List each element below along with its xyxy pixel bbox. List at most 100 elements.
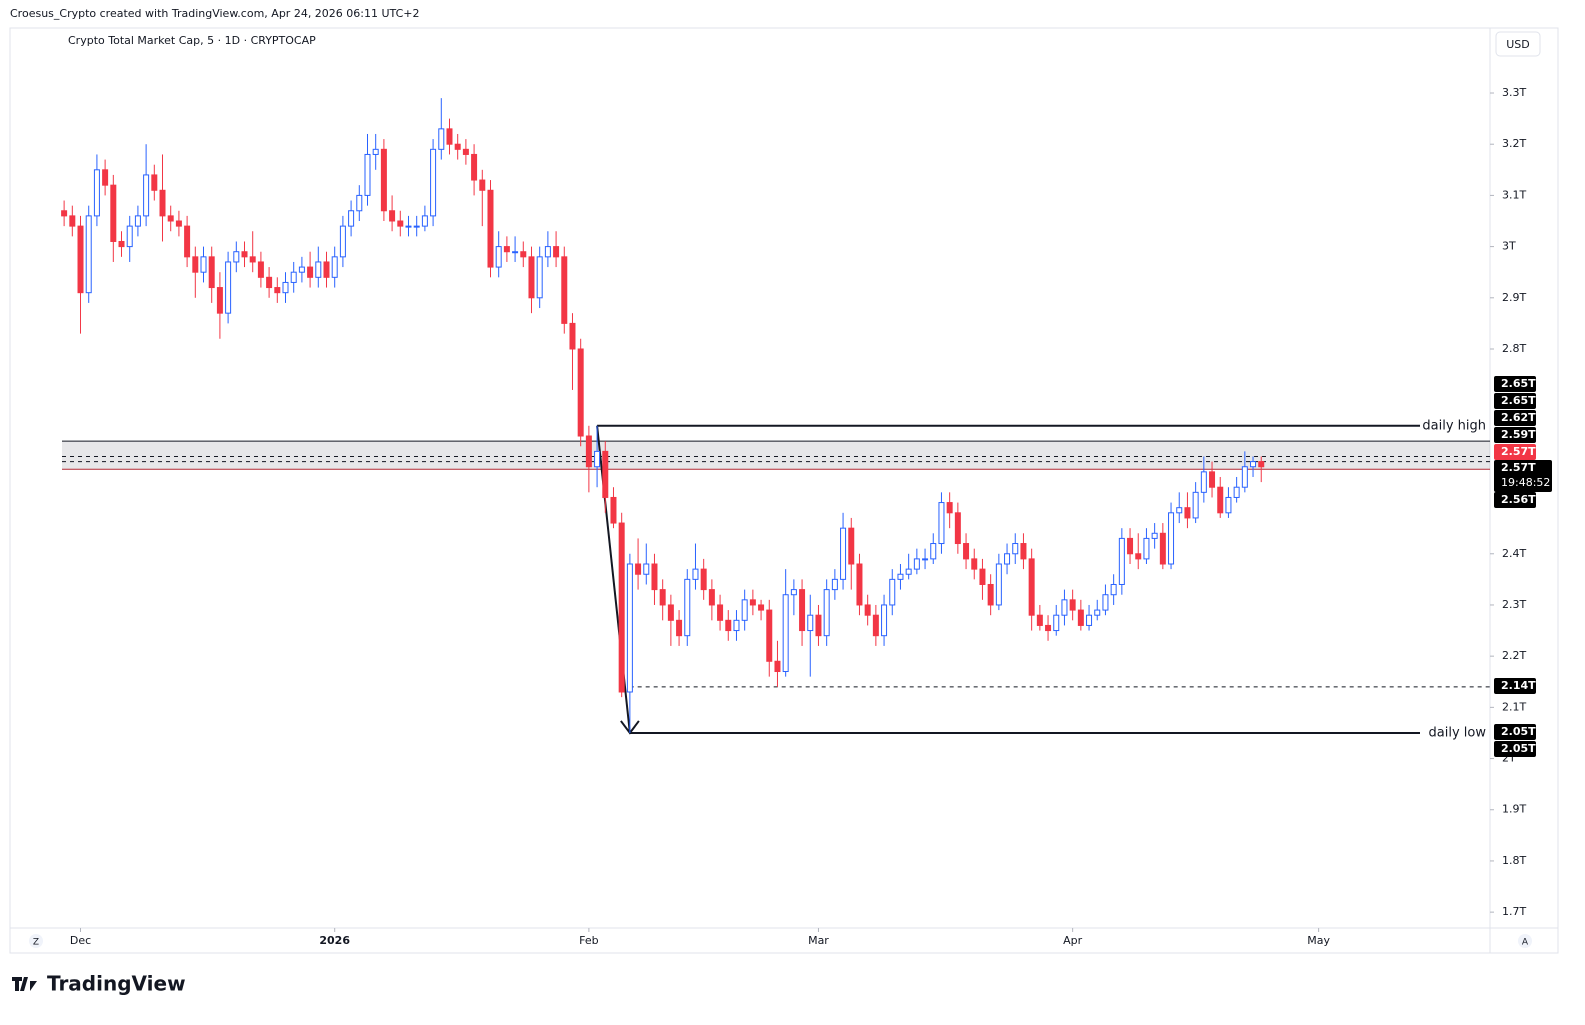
candle-body xyxy=(635,563,642,575)
y-tick-label: 2.8T xyxy=(1502,342,1526,355)
price-label: 2.14T xyxy=(1501,679,1536,692)
candle-body xyxy=(1061,599,1068,616)
candle-body xyxy=(790,589,797,596)
candle-body xyxy=(1200,471,1207,493)
candle-body xyxy=(1036,614,1043,626)
candle-body xyxy=(963,543,970,560)
candle-body xyxy=(1045,624,1052,632)
candle-body xyxy=(1184,507,1191,519)
candle-body xyxy=(1110,583,1117,596)
candle-body xyxy=(1086,614,1093,626)
candle-body xyxy=(102,169,109,186)
candle-body xyxy=(1118,537,1125,585)
candle-body xyxy=(807,614,814,632)
candle-body xyxy=(159,189,166,217)
candle-body xyxy=(897,573,904,580)
candle-body xyxy=(1135,553,1142,560)
currency-label: USD xyxy=(1506,38,1530,51)
candle-body xyxy=(200,256,207,273)
y-tick-label: 1.9T xyxy=(1502,803,1526,816)
candle-body xyxy=(1241,466,1248,488)
price-label-box xyxy=(1494,444,1536,460)
candle-body xyxy=(881,604,888,637)
logo-icon xyxy=(12,977,37,991)
candle-body xyxy=(446,128,453,145)
candle-body xyxy=(872,614,879,637)
y-tick-label: 2.4T xyxy=(1502,547,1526,560)
candle-body xyxy=(397,220,404,227)
candle-body xyxy=(1217,486,1224,514)
candle-body xyxy=(192,256,199,273)
y-tick-label: 3.2T xyxy=(1502,137,1526,150)
candle-body xyxy=(257,261,264,278)
candle-body xyxy=(421,215,428,227)
zoom-label: Z xyxy=(33,938,39,948)
price-label-box xyxy=(1494,376,1536,392)
candle-body xyxy=(749,599,756,606)
candle-body xyxy=(774,660,781,673)
price-label-box xyxy=(1494,393,1536,409)
candle-body xyxy=(692,568,699,580)
candle-body xyxy=(77,225,84,294)
price-label: 2.56T xyxy=(1501,493,1536,506)
y-tick-label: 3.3T xyxy=(1502,86,1526,99)
y-tick-label: 2.1T xyxy=(1502,700,1526,713)
candle-body xyxy=(954,512,961,545)
candle-body xyxy=(233,251,240,263)
x-tick-label: Dec xyxy=(70,934,91,947)
zoom-button[interactable] xyxy=(29,934,43,948)
candle-body xyxy=(971,558,978,570)
price-label-box xyxy=(1494,724,1536,740)
candle-body xyxy=(782,594,789,673)
candle-body xyxy=(290,271,297,283)
candle-body xyxy=(848,527,855,565)
auto-button[interactable] xyxy=(1518,934,1532,948)
candle-body xyxy=(725,619,732,632)
candle-body xyxy=(380,148,387,212)
candle-body xyxy=(266,276,273,289)
y-tick-label: 2.9T xyxy=(1502,291,1526,304)
currency-button[interactable] xyxy=(1495,31,1541,57)
candle-body xyxy=(1176,507,1183,514)
candle-body xyxy=(249,256,256,263)
candle-body xyxy=(1250,461,1257,468)
candle-body xyxy=(241,251,248,258)
candle-body xyxy=(1258,461,1265,468)
candle-body xyxy=(1102,594,1109,611)
price-label-box xyxy=(1494,460,1552,492)
candle-body xyxy=(995,563,1002,606)
candle-body xyxy=(889,578,896,606)
candle-body xyxy=(85,215,92,294)
candle-body xyxy=(930,543,937,560)
candle-body xyxy=(151,174,158,191)
daily-low-label: daily low xyxy=(1429,725,1487,740)
candle-body xyxy=(758,604,765,611)
x-tick-label: Mar xyxy=(808,934,829,947)
candle-body xyxy=(700,568,707,591)
y-tick-label: 1.7T xyxy=(1502,905,1526,918)
price-label: 2.59T xyxy=(1501,428,1536,441)
candle-body xyxy=(536,256,543,299)
candle-body xyxy=(1225,496,1232,514)
candle-body xyxy=(569,322,576,350)
candle-body xyxy=(618,522,625,693)
candle-body xyxy=(364,153,371,196)
candle-body xyxy=(905,568,912,575)
candle-body xyxy=(684,578,691,637)
candle-body xyxy=(1094,609,1101,616)
zone xyxy=(62,441,1490,470)
candle-body xyxy=(733,619,740,632)
candle-body xyxy=(134,215,141,227)
candle-body xyxy=(528,256,535,299)
candle-body xyxy=(938,502,945,545)
daily-high-label: daily high xyxy=(1422,418,1486,433)
candle-body xyxy=(413,225,420,228)
candle-body xyxy=(979,568,986,585)
candle-body xyxy=(69,215,76,227)
candle-body xyxy=(553,246,560,258)
candle-body xyxy=(676,619,683,637)
candle-body xyxy=(315,261,322,278)
candle-body xyxy=(512,251,519,254)
candle-body xyxy=(741,599,748,621)
candle-body xyxy=(815,614,822,637)
